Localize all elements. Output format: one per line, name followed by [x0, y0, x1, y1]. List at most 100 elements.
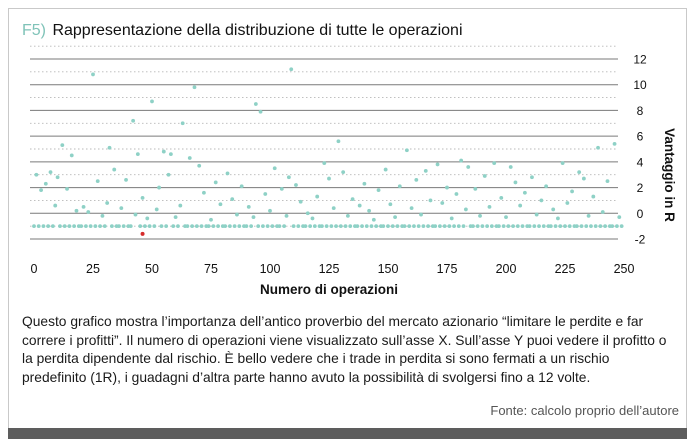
data-point [489, 224, 494, 229]
data-point [216, 224, 220, 229]
data-point [426, 224, 431, 229]
y-tick-label: -2 [635, 233, 646, 247]
data-point [194, 224, 199, 229]
data-point [145, 216, 150, 221]
data-point [164, 224, 169, 229]
data-point [308, 224, 313, 229]
data-point [520, 224, 525, 229]
data-point [310, 216, 315, 221]
data-point [72, 224, 77, 229]
data-point [251, 215, 256, 220]
figure-source: Fonte: calcolo proprio dell’autore [490, 403, 679, 418]
data-point [159, 224, 164, 229]
data-point [497, 224, 501, 229]
data-point [367, 208, 372, 213]
data-point [265, 224, 270, 229]
data-point [272, 166, 277, 171]
x-tick-label: 175 [437, 262, 458, 276]
data-point [74, 208, 79, 213]
x-tick-label: 125 [319, 262, 340, 276]
data-point [511, 224, 515, 229]
data-point [598, 224, 603, 229]
data-point [589, 224, 593, 229]
data-point [343, 224, 348, 229]
y-tick-label: 10 [633, 78, 647, 92]
data-point [610, 224, 615, 229]
data-point [187, 156, 192, 160]
data-point [140, 195, 145, 200]
data-point [565, 201, 570, 205]
data-point [100, 213, 105, 218]
data-point [138, 224, 143, 229]
x-tick-label: 250 [614, 262, 635, 276]
data-point [591, 194, 596, 199]
data-point [65, 186, 69, 191]
data-point [124, 177, 128, 182]
data-point [58, 224, 62, 229]
data-point [109, 224, 114, 229]
data-point [206, 224, 211, 229]
data-point [119, 206, 124, 211]
data-point [277, 224, 282, 229]
data-point [541, 224, 546, 229]
data-point [291, 224, 296, 229]
y-tick-label: 12 [633, 53, 647, 67]
data-point [67, 224, 72, 229]
data-point [423, 168, 428, 173]
data-point [112, 167, 117, 172]
data-point [473, 186, 478, 191]
data-point [235, 212, 239, 217]
data-point-highlight [140, 231, 145, 236]
data-point [383, 167, 388, 172]
data-point [534, 212, 539, 217]
data-point [102, 224, 107, 229]
data-point [471, 224, 475, 229]
data-point [548, 224, 553, 229]
x-tick-label: 0 [31, 262, 38, 276]
data-point [98, 224, 102, 229]
y-tick-label: 6 [637, 130, 644, 144]
x-tick-label: 225 [555, 262, 576, 276]
data-point [258, 109, 263, 114]
data-point [296, 224, 301, 229]
data-point [298, 199, 303, 204]
data-point [404, 148, 409, 153]
data-point [499, 195, 504, 200]
data-point [581, 176, 586, 181]
data-point [362, 181, 367, 186]
data-point [487, 204, 492, 209]
data-point [331, 206, 336, 211]
data-point [348, 224, 353, 229]
data-point [62, 224, 67, 229]
data-point [577, 170, 582, 175]
data-point [492, 161, 497, 166]
data-point [537, 224, 541, 229]
data-point [131, 118, 136, 123]
data-point [176, 224, 180, 229]
x-tick-label: 150 [378, 262, 399, 276]
y-tick-label: 4 [637, 155, 644, 169]
data-point [480, 224, 485, 229]
y-tick-label: 8 [637, 104, 644, 118]
data-point [574, 224, 579, 229]
data-point [270, 224, 275, 229]
data-point [563, 224, 567, 229]
data-point [107, 145, 112, 150]
figure-label: F5) [22, 22, 46, 39]
data-point [355, 224, 360, 229]
y-tick-label: 0 [637, 207, 644, 221]
data-point [452, 224, 456, 229]
data-point [213, 180, 218, 185]
data-point [237, 224, 242, 229]
data-point [279, 186, 284, 191]
data-point [357, 203, 362, 208]
data-point [53, 203, 58, 208]
data-point [223, 224, 228, 229]
data-point [60, 143, 65, 148]
data-point [605, 179, 610, 184]
data-point [586, 213, 591, 218]
y-tick-labels: -2 0 2 4 6 8 10 12 [633, 53, 647, 247]
data-point [322, 161, 327, 166]
data-point [338, 224, 343, 229]
data-point [256, 224, 261, 229]
